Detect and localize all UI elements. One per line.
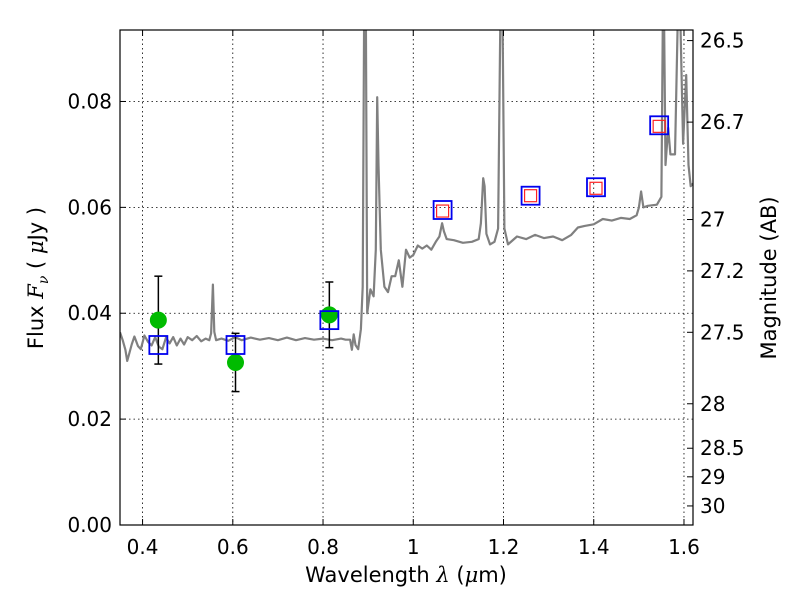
- model-point: [432, 200, 453, 220]
- y-tick-label: 0.04: [67, 301, 112, 325]
- plot-area: [120, 30, 693, 393]
- spectrum-line: [120, 30, 693, 362]
- mag-tick-label: 27.2: [700, 259, 745, 283]
- mag-tick-label: 26.5: [700, 29, 745, 53]
- axis-ticks: [120, 30, 693, 526]
- observed-point: [149, 311, 167, 329]
- mag-tick-label: 28.5: [700, 436, 745, 460]
- nir-point: [523, 189, 538, 203]
- y-tick-label: 0.00: [67, 513, 112, 537]
- magnitude-axis-label: Magnitude (AB): [757, 196, 781, 359]
- x-tick-label: 1.2: [488, 535, 520, 559]
- x-axis-label: Wavelength λ (μm): [305, 563, 507, 587]
- mag-tick-label: 27: [700, 208, 725, 232]
- model-point: [520, 185, 541, 206]
- model-point: [586, 177, 606, 198]
- mag-tick-label: 28: [700, 392, 725, 416]
- model-point: [225, 335, 246, 355]
- mag-tick-label: 26.7: [700, 110, 745, 134]
- plot-background: [120, 30, 693, 525]
- nir-point: [435, 204, 450, 218]
- mag-tick-label: 29: [700, 465, 725, 489]
- x-tick-label: 0.4: [127, 535, 159, 559]
- model-point: [319, 310, 340, 331]
- observed-point: [320, 306, 338, 324]
- plot-frame: [119, 29, 694, 526]
- x-tick-label: 0.8: [307, 535, 339, 559]
- y-tick-label: 0.02: [67, 407, 112, 431]
- x-tick-label: 1.4: [578, 535, 610, 559]
- model-point: [148, 335, 169, 355]
- model-point: [649, 115, 670, 136]
- y-axis-label: Flux Fν ( μJy ): [24, 207, 52, 349]
- observed-point: [227, 353, 245, 371]
- x-tick-label: 0.6: [217, 535, 249, 559]
- mag-tick-label: 30: [700, 494, 725, 518]
- nir-point: [652, 119, 666, 133]
- y-tick-label: 0.06: [67, 195, 112, 219]
- mag-tick-label: 27.5: [700, 320, 745, 344]
- y-tick-label: 0.08: [67, 89, 112, 113]
- nir-point: [589, 181, 603, 195]
- x-tick-label: 1: [407, 535, 420, 559]
- x-tick-label: 1.6: [668, 535, 700, 559]
